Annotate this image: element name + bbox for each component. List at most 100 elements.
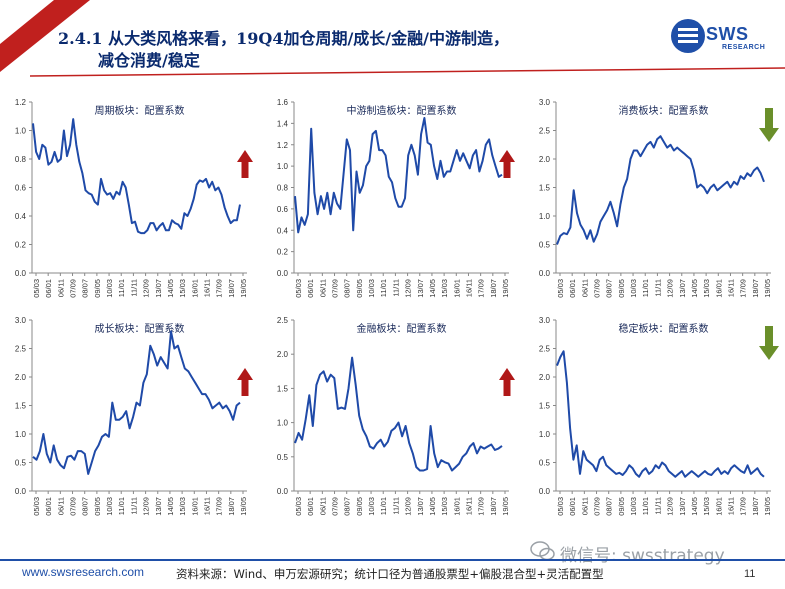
x-tick-label: 07/09 <box>593 497 602 516</box>
x-tick-label: 08/07 <box>605 279 614 298</box>
y-tick-label: 1.0 <box>539 430 551 439</box>
y-tick-label: 0.4 <box>15 212 27 221</box>
x-tick-label: 13/07 <box>678 497 687 516</box>
x-tick-label: 10/03 <box>629 279 638 298</box>
y-tick-label: 1.0 <box>277 419 289 428</box>
x-tick-label: 15/03 <box>178 279 187 298</box>
chart-title: 成长板块：配置系数 <box>95 322 185 335</box>
chart-growth: 0.0 0.5 1.0 1.5 2.0 2.5 3.0 05/03 06/01 06/11 07/0… <box>0 306 262 530</box>
x-tick-label: 16/01 <box>452 497 461 516</box>
x-tick-label: 19/05 <box>239 279 248 298</box>
x-tick-label: 06/11 <box>318 497 327 515</box>
x-tick-label: 07/09 <box>69 279 78 298</box>
y-tick-label: 0.4 <box>277 226 289 235</box>
x-tick-label: 15/03 <box>440 497 449 516</box>
x-tick-label: 08/07 <box>605 497 614 516</box>
data-source-note: 资料来源：Wind、申万宏源研究；统计口径为普通股票型+偏股混合型+灵活配置型 <box>176 567 604 581</box>
chart-title: 消费板块：配置系数 <box>619 104 709 117</box>
y-tick-label: 0.6 <box>15 184 27 193</box>
x-tick-label: 19/05 <box>501 497 510 516</box>
x-tick-label: 17/09 <box>215 279 224 298</box>
x-tick-label: 06/01 <box>568 497 577 516</box>
x-tick-label: 14/05 <box>166 497 175 516</box>
x-tick-label: 16/01 <box>190 497 199 516</box>
y-tick-label: 0.5 <box>539 459 551 468</box>
x-tick-label: 10/03 <box>105 497 114 516</box>
y-tick-label: 2.5 <box>15 345 27 354</box>
footer-rule <box>0 559 785 561</box>
x-tick-label: 09/05 <box>355 279 364 298</box>
x-tick-label: 11/11 <box>391 497 400 515</box>
x-tick-label: 11/11 <box>129 497 138 515</box>
x-tick-label: 18/07 <box>227 279 236 298</box>
x-tick-label: 08/07 <box>81 279 90 298</box>
x-tick-label: 13/07 <box>678 279 687 298</box>
x-tick-label: 11/01 <box>117 279 126 297</box>
website-link[interactable]: www.swsresearch.com <box>22 565 145 579</box>
y-tick-label: 0.0 <box>277 269 289 278</box>
y-tick-label: 0.0 <box>277 487 289 496</box>
chart-cycle-svg: 0.0 0.2 0.4 0.6 0.8 1.0 1.2 05/03 06/01 06/11 07/0… <box>15 98 253 298</box>
x-tick-label: 19/05 <box>501 279 510 298</box>
x-tick-label: 05/03 <box>294 497 303 516</box>
x-tick-label: 16/11 <box>726 497 735 515</box>
y-tick-label: 0.0 <box>15 487 27 496</box>
x-tick-label: 05/03 <box>294 279 303 298</box>
wechat-id: 微信号: swsstrategy <box>560 546 725 566</box>
x-tick-label: 13/07 <box>416 279 425 298</box>
x-tick-label: 05/03 <box>556 497 565 516</box>
x-tick-label: 08/07 <box>343 279 352 298</box>
y-tick-label: 0.5 <box>539 241 551 250</box>
series-line <box>32 118 241 235</box>
y-tick-label: 0.0 <box>539 269 551 278</box>
x-tick-label: 15/03 <box>702 279 711 298</box>
chart-consumption-svg: 0.0 0.5 1.0 1.5 2.0 2.5 3.0 05/03 06/01 06/11 07/0… <box>539 98 779 298</box>
y-tick-label: 1.2 <box>15 98 27 107</box>
x-tick-label: 05/03 <box>556 279 565 298</box>
x-tick-label: 09/05 <box>93 279 102 298</box>
title-line-1: 2.4.1 从大类风格来看，19Q4加仓周期/成长/金融/中游制造， <box>58 29 509 48</box>
x-tick-label: 11/01 <box>379 497 388 515</box>
decrease-arrow-icon <box>759 108 779 142</box>
y-tick-label: 2.5 <box>277 316 289 325</box>
x-tick-label: 07/09 <box>331 279 340 298</box>
x-tick-label: 17/09 <box>477 279 486 298</box>
x-tick-label: 19/05 <box>239 497 248 516</box>
x-tick-label: 08/07 <box>343 497 352 516</box>
series-line <box>294 356 503 472</box>
y-tick-label: 2.5 <box>539 127 551 136</box>
x-tick-label: 12/09 <box>404 279 413 298</box>
y-tick-label: 0.0 <box>539 487 551 496</box>
x-tick-label: 09/05 <box>93 497 102 516</box>
chart-growth-svg: 0.0 0.5 1.0 1.5 2.0 2.5 3.0 05/03 06/01 06/11 07/0… <box>15 316 253 516</box>
x-tick-label: 13/07 <box>154 497 163 516</box>
x-tick-label: 10/03 <box>367 497 376 516</box>
x-tick-label: 18/07 <box>489 279 498 298</box>
x-tick-label: 09/05 <box>617 279 626 298</box>
x-tick-label: 11/01 <box>641 279 650 297</box>
x-tick-label: 16/01 <box>714 497 723 516</box>
x-tick-label: 16/01 <box>714 279 723 298</box>
x-tick-label: 06/11 <box>56 279 65 297</box>
increase-arrow-icon <box>237 368 253 396</box>
y-tick-label: 0.0 <box>15 269 27 278</box>
header-rule <box>29 67 785 77</box>
x-tick-label: 13/07 <box>154 279 163 298</box>
x-tick-label: 10/03 <box>629 497 638 516</box>
chart-midstream-manufacturing: 0.0 0.2 0.4 0.6 0.8 1.0 1.2 1.4 1.6 05/03 06/01 06/… <box>262 88 524 312</box>
y-tick-label: 1.5 <box>539 402 551 411</box>
x-tick-label: 18/07 <box>227 497 236 516</box>
x-tick-label: 12/09 <box>142 279 151 298</box>
title-line-2: 减仓消费/稳定 <box>98 51 200 70</box>
chart-title: 中游制造板块：配置系数 <box>347 104 457 117</box>
x-tick-label: 09/05 <box>355 497 364 516</box>
x-tick-label: 18/07 <box>751 497 760 516</box>
y-tick-label: 3.0 <box>539 98 551 107</box>
y-tick-label: 2.5 <box>539 345 551 354</box>
x-tick-label: 16/11 <box>202 497 211 515</box>
x-tick-label: 11/11 <box>391 279 400 297</box>
x-tick-label: 10/03 <box>105 279 114 298</box>
x-tick-label: 17/09 <box>477 497 486 516</box>
chart-finance: 0.0 0.5 1.0 1.5 2.0 2.5 05/03 06/01 06/11 07/09 08… <box>262 306 524 530</box>
x-tick-label: 17/09 <box>215 497 224 516</box>
